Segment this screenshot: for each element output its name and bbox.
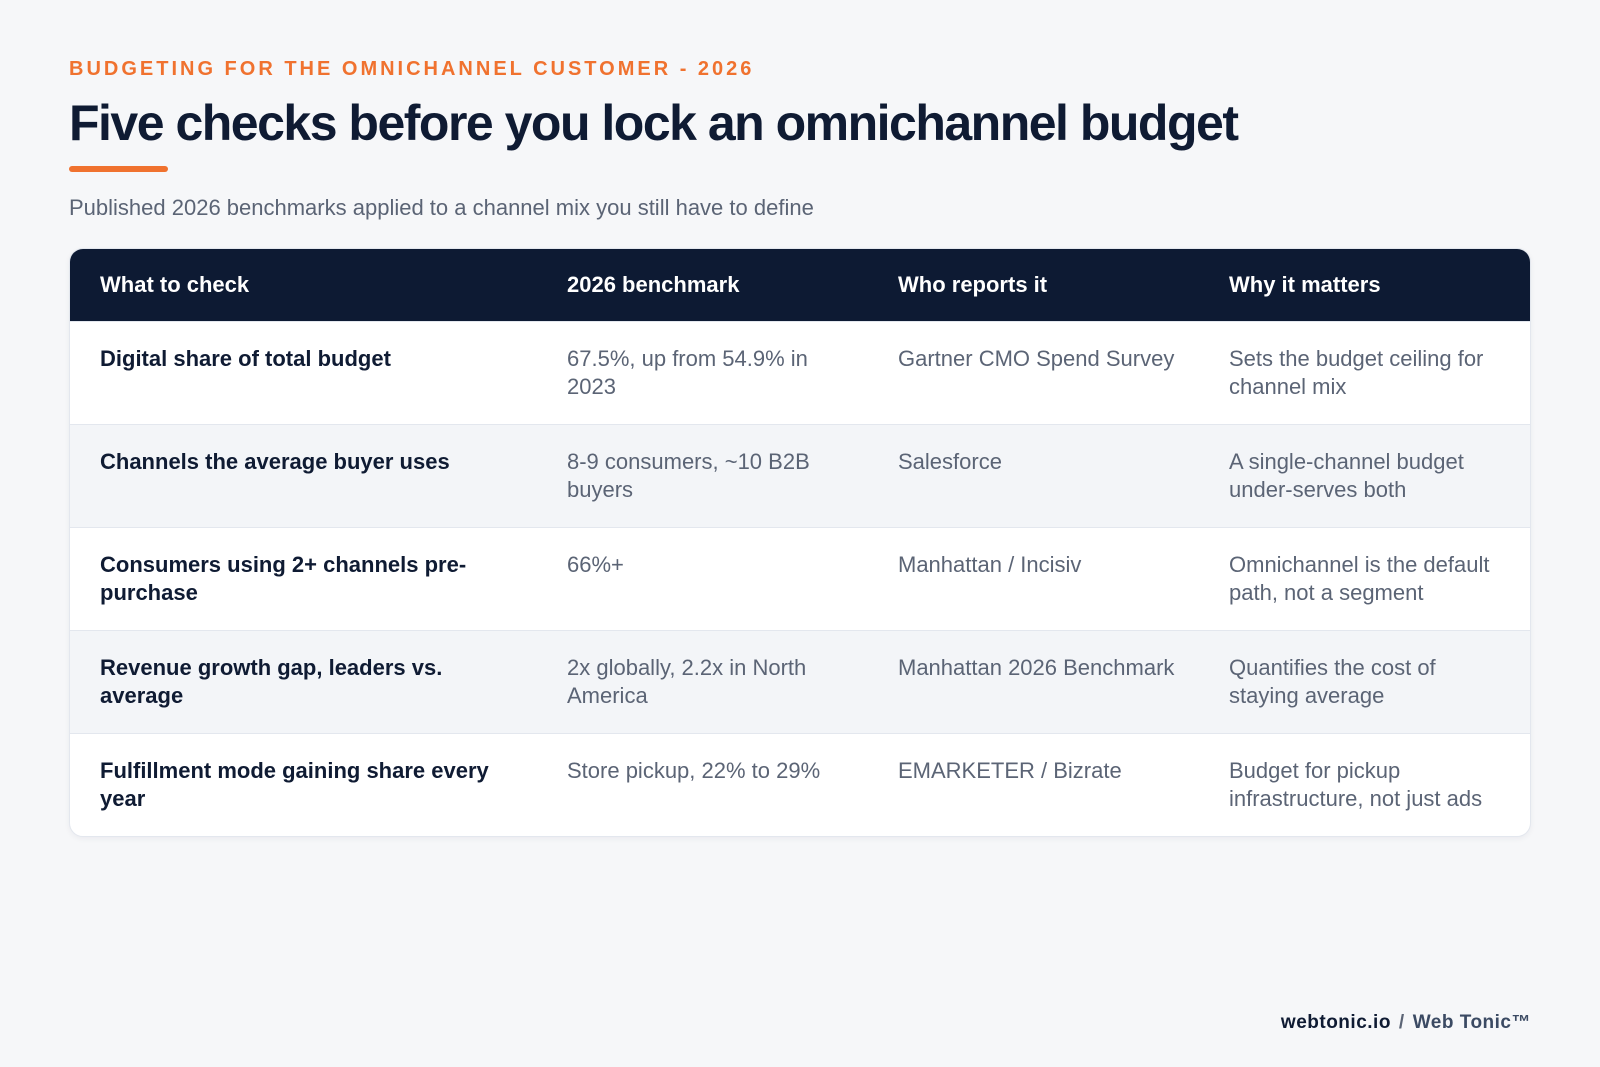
page-title: Five checks before you lock an omnichann… [69,95,1239,151]
page-subtitle: Published 2026 benchmarks applied to a c… [69,195,814,220]
benchmark-cell: 8-9 consumers, ~10 B2B buyers [567,449,810,502]
column-header-who-reports: Who reports it [898,272,1048,297]
footer-credit: webtonic.io / Web Tonic™ [1281,1012,1531,1034]
table-row: Digital share of total budget 67.5%, up … [70,321,1530,424]
benchmark-cell: 66%+ [567,552,624,577]
check-cell: Fulfillment mode gaining share every yea… [100,758,489,811]
footer-separator: / [1398,1012,1405,1033]
why-cell: Quantifies the cost of staying average [1229,655,1436,708]
column-header-why-it-matters: Why it matters [1229,272,1381,297]
why-cell: Sets the budget ceiling for channel mix [1229,346,1484,399]
column-header-benchmark: 2026 benchmark [567,272,740,297]
source-cell: EMARKETER / Bizrate [898,758,1122,783]
benchmark-table: What to check 2026 benchmark Who reports… [69,248,1531,837]
why-cell: Omnichannel is the default path, not a s… [1229,552,1490,605]
eyebrow-label: BUDGETING FOR THE OMNICHANNEL CUSTOMER -… [69,58,755,80]
check-cell: Revenue growth gap, leaders vs. average [100,655,443,708]
check-cell: Digital share of total budget [100,346,391,371]
table-row: Consumers using 2+ channels pre-purchase… [70,527,1530,630]
check-cell: Consumers using 2+ channels pre-purchase [100,552,467,605]
table-row: Channels the average buyer uses 8-9 cons… [70,424,1530,527]
why-cell: Budget for pickup infrastructure, not ju… [1229,758,1483,811]
footer-site-link[interactable]: webtonic.io [1280,1012,1391,1033]
benchmark-cell: 2x globally, 2.2x in North America [567,655,807,708]
title-underline-accent [69,166,168,172]
source-cell: Gartner CMO Spend Survey [898,346,1175,371]
benchmark-cell: 67.5%, up from 54.9% in 2023 [567,346,808,399]
benchmark-cell: Store pickup, 22% to 29% [567,758,821,783]
footer-brand: Web Tonic™ [1412,1012,1531,1033]
check-cell: Channels the average buyer uses [100,449,450,474]
table-row: Fulfillment mode gaining share every yea… [70,733,1530,836]
table-row: Revenue growth gap, leaders vs. average … [70,630,1530,733]
table-header-row: What to check 2026 benchmark Who reports… [70,249,1530,321]
column-header-what-to-check: What to check [100,272,250,297]
source-cell: Manhattan 2026 Benchmark [898,655,1175,680]
source-cell: Manhattan / Incisiv [898,552,1082,577]
why-cell: A single-channel budget under-serves bot… [1229,449,1464,502]
source-cell: Salesforce [898,449,1002,474]
